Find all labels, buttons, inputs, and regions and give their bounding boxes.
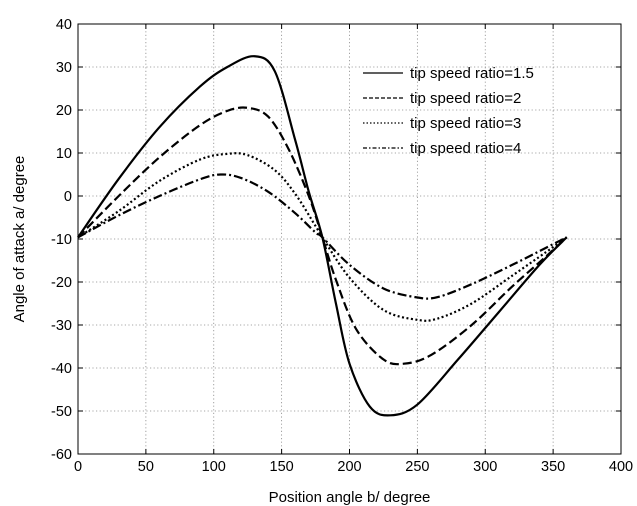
series-line-4 — [77, 173, 568, 300]
y-tick-label: -40 — [51, 361, 72, 377]
y-tick-label: -10 — [51, 232, 72, 248]
x-tick-label: 300 — [473, 459, 497, 475]
x-axis-tick-labels: 0 50 100 150 200 250 300 350 400 — [74, 459, 633, 475]
x-tick-label: 350 — [541, 459, 565, 475]
x-tick-label: 200 — [337, 459, 361, 475]
grid-lines — [78, 24, 621, 454]
y-tick-label: -20 — [51, 275, 72, 291]
y-axis-label: Angle of attack a/ degree — [11, 156, 28, 323]
x-tick-label: 50 — [138, 459, 154, 475]
x-tick-label: 150 — [270, 459, 294, 475]
y-tick-label: 20 — [56, 103, 72, 119]
legend-label-2: tip speed ratio=2 — [410, 90, 521, 107]
x-tick-label: 100 — [202, 459, 226, 475]
y-tick-label: 10 — [56, 146, 72, 162]
x-tick-label: 400 — [609, 459, 633, 475]
y-tick-label: 40 — [56, 17, 72, 33]
data-series — [77, 55, 568, 417]
y-tick-label: 0 — [64, 189, 72, 205]
y-tick-label: -50 — [51, 404, 72, 420]
series-line-2 — [77, 106, 568, 366]
x-tick-label: 250 — [405, 459, 429, 475]
y-tick-label: 30 — [56, 60, 72, 76]
legend-label-4: tip speed ratio=4 — [410, 140, 521, 157]
series-line-3 — [77, 152, 568, 322]
legend-label-3: tip speed ratio=3 — [410, 115, 521, 132]
y-tick-label: -30 — [51, 318, 72, 334]
x-axis-label: Position angle b/ degree — [269, 489, 431, 506]
legend: tip speed ratio=1.5 tip speed ratio=2 tip … — [363, 65, 534, 157]
x-tick-label: 0 — [74, 459, 82, 475]
legend-label-1: tip speed ratio=1.5 — [410, 65, 534, 82]
y-tick-label: -60 — [51, 447, 72, 463]
y-axis-tick-labels: -60 -50 -40 -30 -20 -10 0 10 20 30 40 — [51, 17, 72, 463]
axis-ticks — [77, 23, 622, 455]
